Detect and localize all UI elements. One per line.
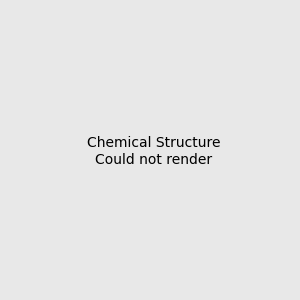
Text: Chemical Structure
Could not render: Chemical Structure Could not render xyxy=(87,136,220,166)
